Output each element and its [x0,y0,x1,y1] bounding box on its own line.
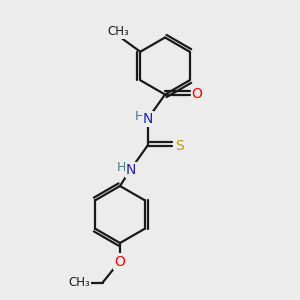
Text: CH₃: CH₃ [69,276,90,289]
Text: S: S [175,139,184,152]
Text: O: O [192,88,203,101]
Text: N: N [126,163,136,177]
Text: CH₃: CH₃ [108,25,130,38]
Text: N: N [143,112,153,126]
Text: O: O [115,255,125,268]
Text: H: H [117,160,127,174]
Text: H: H [134,110,144,123]
